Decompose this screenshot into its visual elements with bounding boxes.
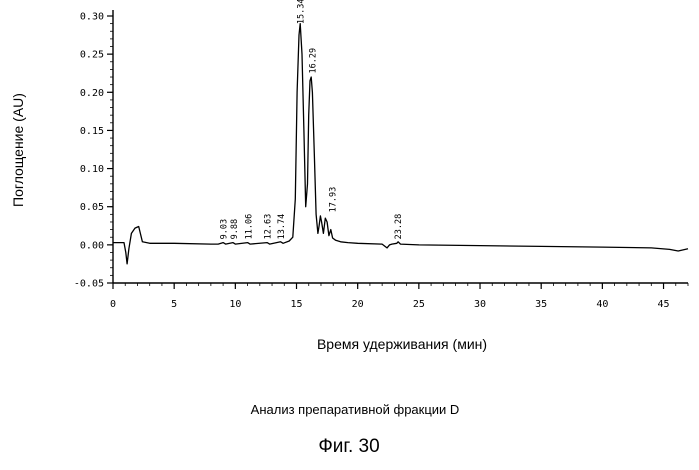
peak-label: 16.29 [308, 48, 318, 74]
y-tick-label: 0.15 [80, 126, 104, 137]
y-axis-title: Поглощение (AU) [10, 93, 26, 207]
x-axis: 0 5 10 15 20 25 30 35 40 45 [110, 283, 689, 310]
peak-label: 17.93 [328, 187, 338, 213]
y-tick-label: 0.30 [80, 12, 104, 23]
chart-caption: Анализ препаративной фракции D [251, 402, 460, 417]
x-tick-label: 45 [658, 299, 670, 310]
peak-label: 15.34 [297, 0, 307, 24]
x-tick-label: 40 [596, 299, 608, 310]
series-layer [113, 22, 689, 265]
peak-label: 11.06 [244, 214, 254, 240]
y-tick-label: 0.05 [80, 202, 104, 213]
plot-frame [112, 10, 688, 284]
x-tick-label: 15 [290, 299, 302, 310]
x-tick-label: 10 [229, 299, 241, 310]
chromatogram-trace [113, 22, 689, 265]
x-tick-label: 5 [171, 299, 177, 310]
y-tick-label: 0.10 [80, 164, 104, 175]
peak-label: 9.88 [230, 219, 240, 239]
x-tick-label: 25 [413, 299, 425, 310]
x-tick-label: 20 [352, 299, 364, 310]
y-tick-label: 0.25 [80, 50, 104, 61]
figure-label: Фиг. 30 [318, 436, 379, 457]
x-axis-title: Время удерживания (мин) [317, 336, 487, 352]
y-tick-label: -0.05 [74, 279, 104, 290]
x-tick-label: 35 [535, 299, 547, 310]
peak-label: 9.03 [219, 219, 229, 239]
y-axis: -0.05 0.00 0.05 0.10 0.15 0.20 0.25 0.30 [74, 12, 113, 290]
peak-label: 23.28 [394, 214, 404, 240]
y-tick-label: 0.20 [80, 88, 104, 99]
x-tick-label: 0 [110, 299, 116, 310]
y-tick-label: 0.00 [80, 240, 104, 251]
peak-labels: 9.03 9.88 11.06 12.63 13.74 15.34 16.29 17.93 23… [219, 0, 403, 239]
peak-label: 13.74 [277, 214, 287, 240]
x-tick-label: 30 [474, 299, 486, 310]
peak-label: 12.63 [264, 214, 274, 240]
